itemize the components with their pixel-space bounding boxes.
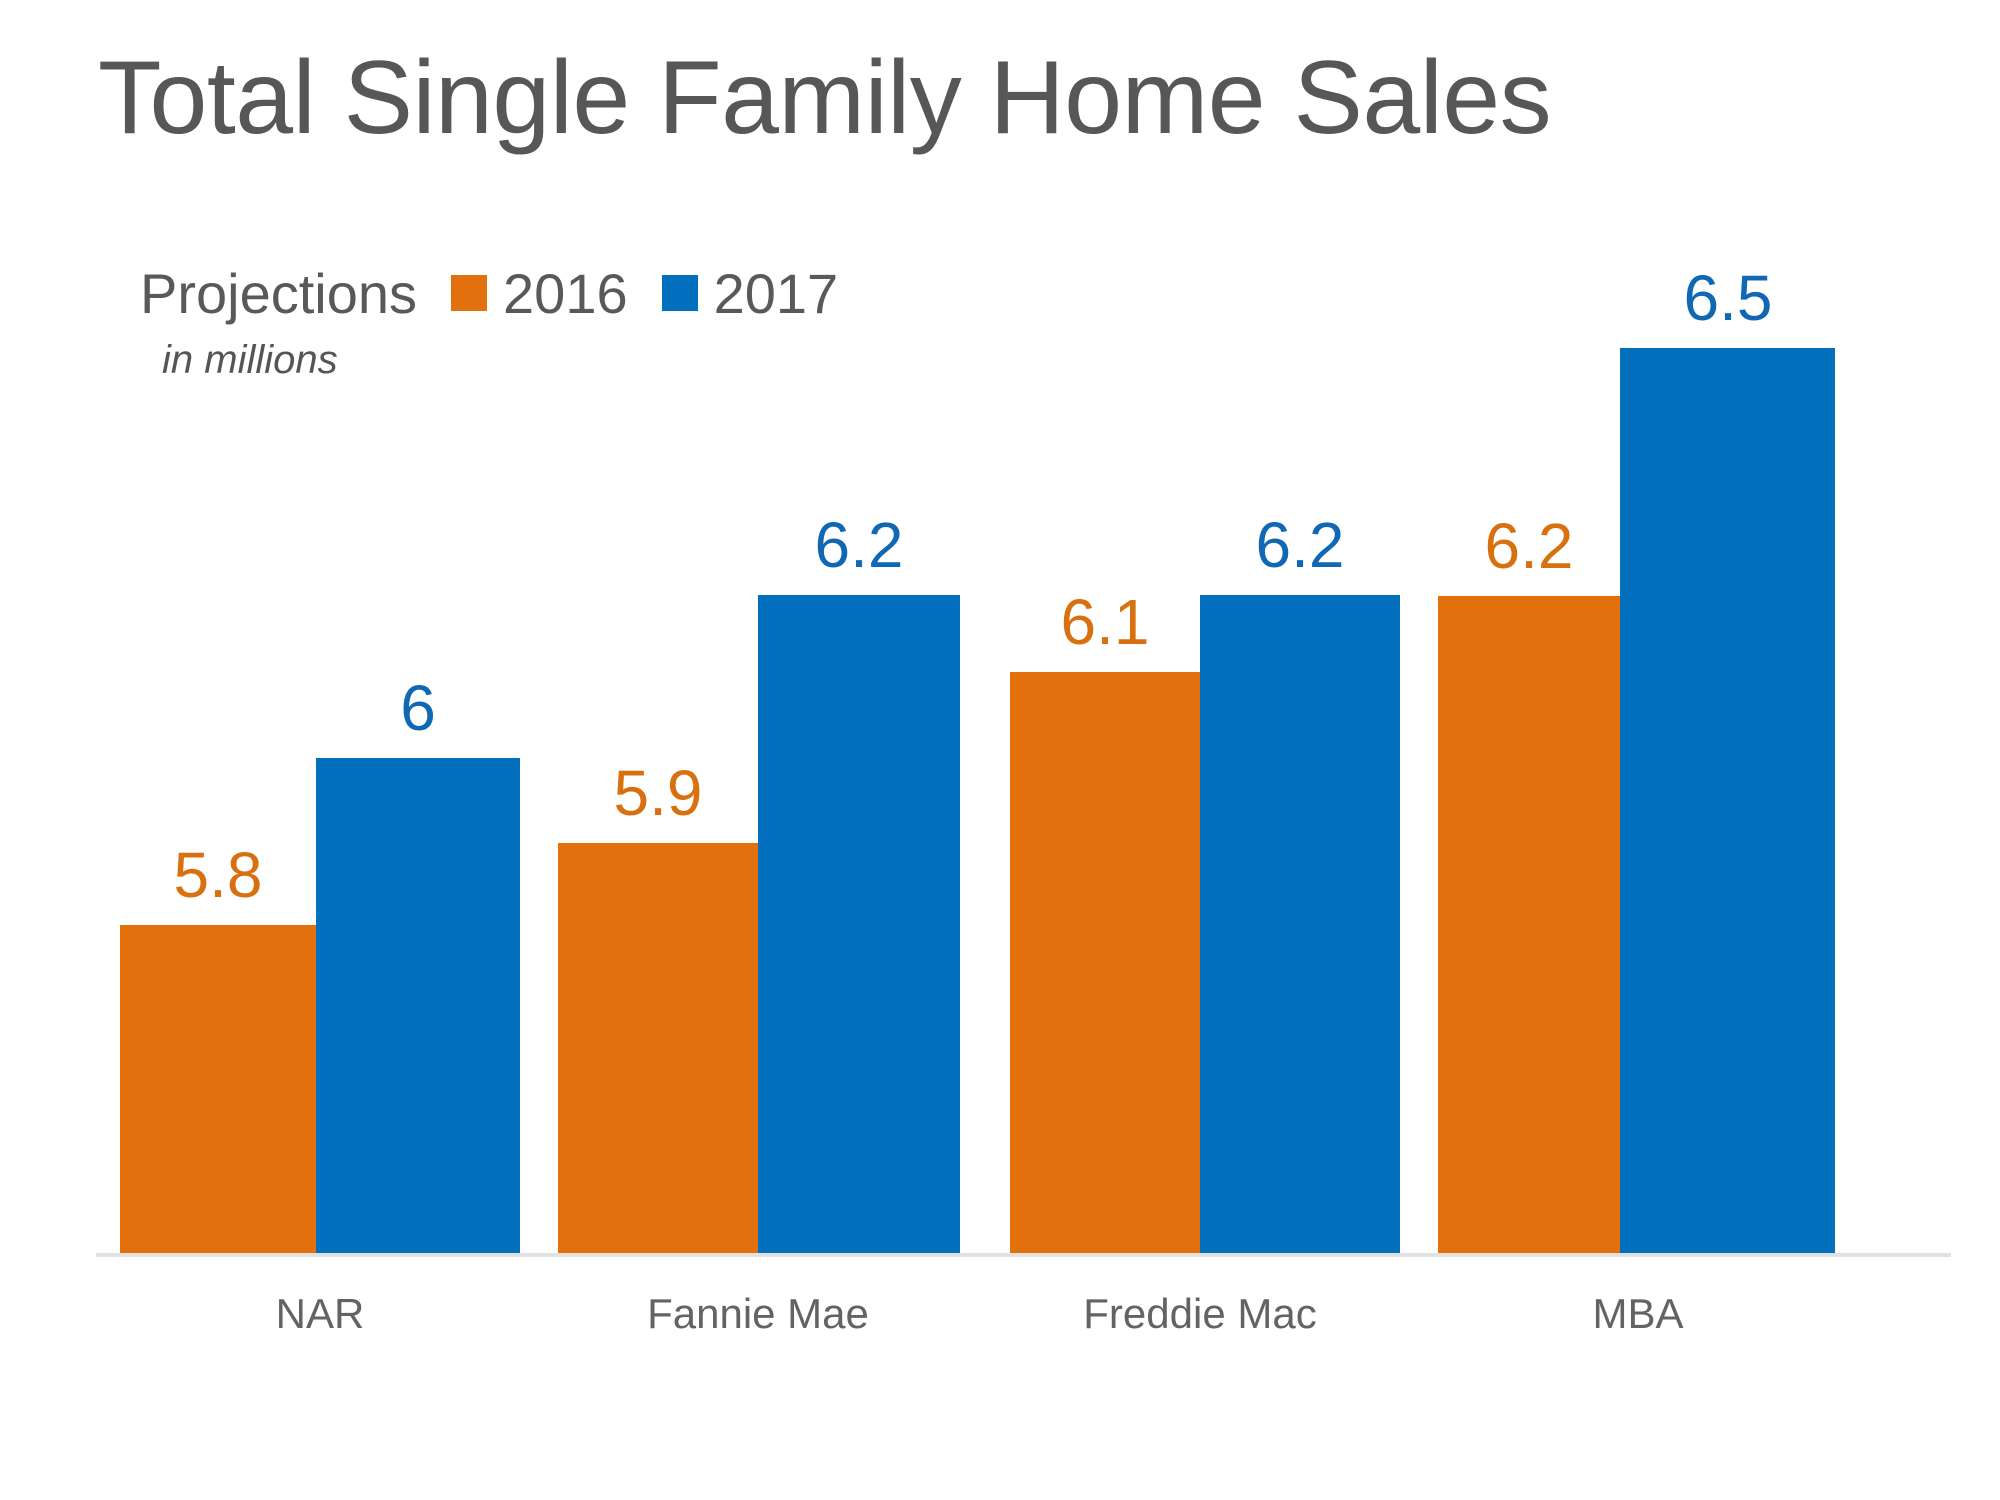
legend-item-2016[interactable]: 2016 [451, 261, 628, 326]
chart-legend: Projections 2016 2017 in millions [140, 262, 838, 383]
legend-item-2017[interactable]: 2017 [661, 261, 839, 326]
bar-freddie-mac-2017[interactable] [1200, 595, 1400, 1253]
category-label-freddie-mac: Freddie Mac [1083, 1290, 1317, 1337]
category-label-nar: NAR [275, 1290, 365, 1337]
bar-mba-2016[interactable] [1438, 596, 1620, 1253]
bar-value-fannie-mae-2016: 5.9 [613, 757, 703, 829]
bar-value-nar-2017: 6 [400, 672, 436, 744]
bar-value-mba-2017: 6.5 [1683, 262, 1773, 334]
bar-freddie-mac-2016[interactable] [1010, 672, 1200, 1253]
bar-value-nar-2016: 5.8 [173, 839, 263, 911]
bar-fannie-mae-2016[interactable] [558, 843, 758, 1253]
legend-heading: Projections [140, 261, 418, 325]
category-label-fannie-mae: Fannie Mae [647, 1290, 869, 1337]
bar-value-mba-2016: 6.2 [1484, 510, 1574, 582]
legend-label-2016: 2016 [503, 261, 628, 325]
bar-nar-2016[interactable] [120, 925, 316, 1253]
legend-swatch-2016-icon [451, 275, 488, 311]
bar-value-freddie-mac-2017: 6.2 [1255, 509, 1345, 581]
legend-swatch-2017-icon [661, 275, 698, 311]
bar-value-fannie-mae-2017: 6.2 [814, 509, 904, 581]
legend-subtitle: in millions [162, 338, 338, 382]
bar-nar-2017[interactable] [316, 758, 520, 1253]
legend-row: Projections 2016 2017 [140, 261, 839, 326]
category-label-mba: MBA [1592, 1290, 1684, 1337]
bar-value-freddie-mac-2016: 6.1 [1060, 586, 1150, 658]
x-axis-line [96, 1253, 1951, 1257]
bar-mba-2017[interactable] [1620, 348, 1835, 1253]
page-title: Total Single Family Home Sales [98, 40, 1552, 156]
legend-label-2017: 2017 [713, 261, 839, 325]
bar-fannie-mae-2017[interactable] [758, 595, 960, 1253]
